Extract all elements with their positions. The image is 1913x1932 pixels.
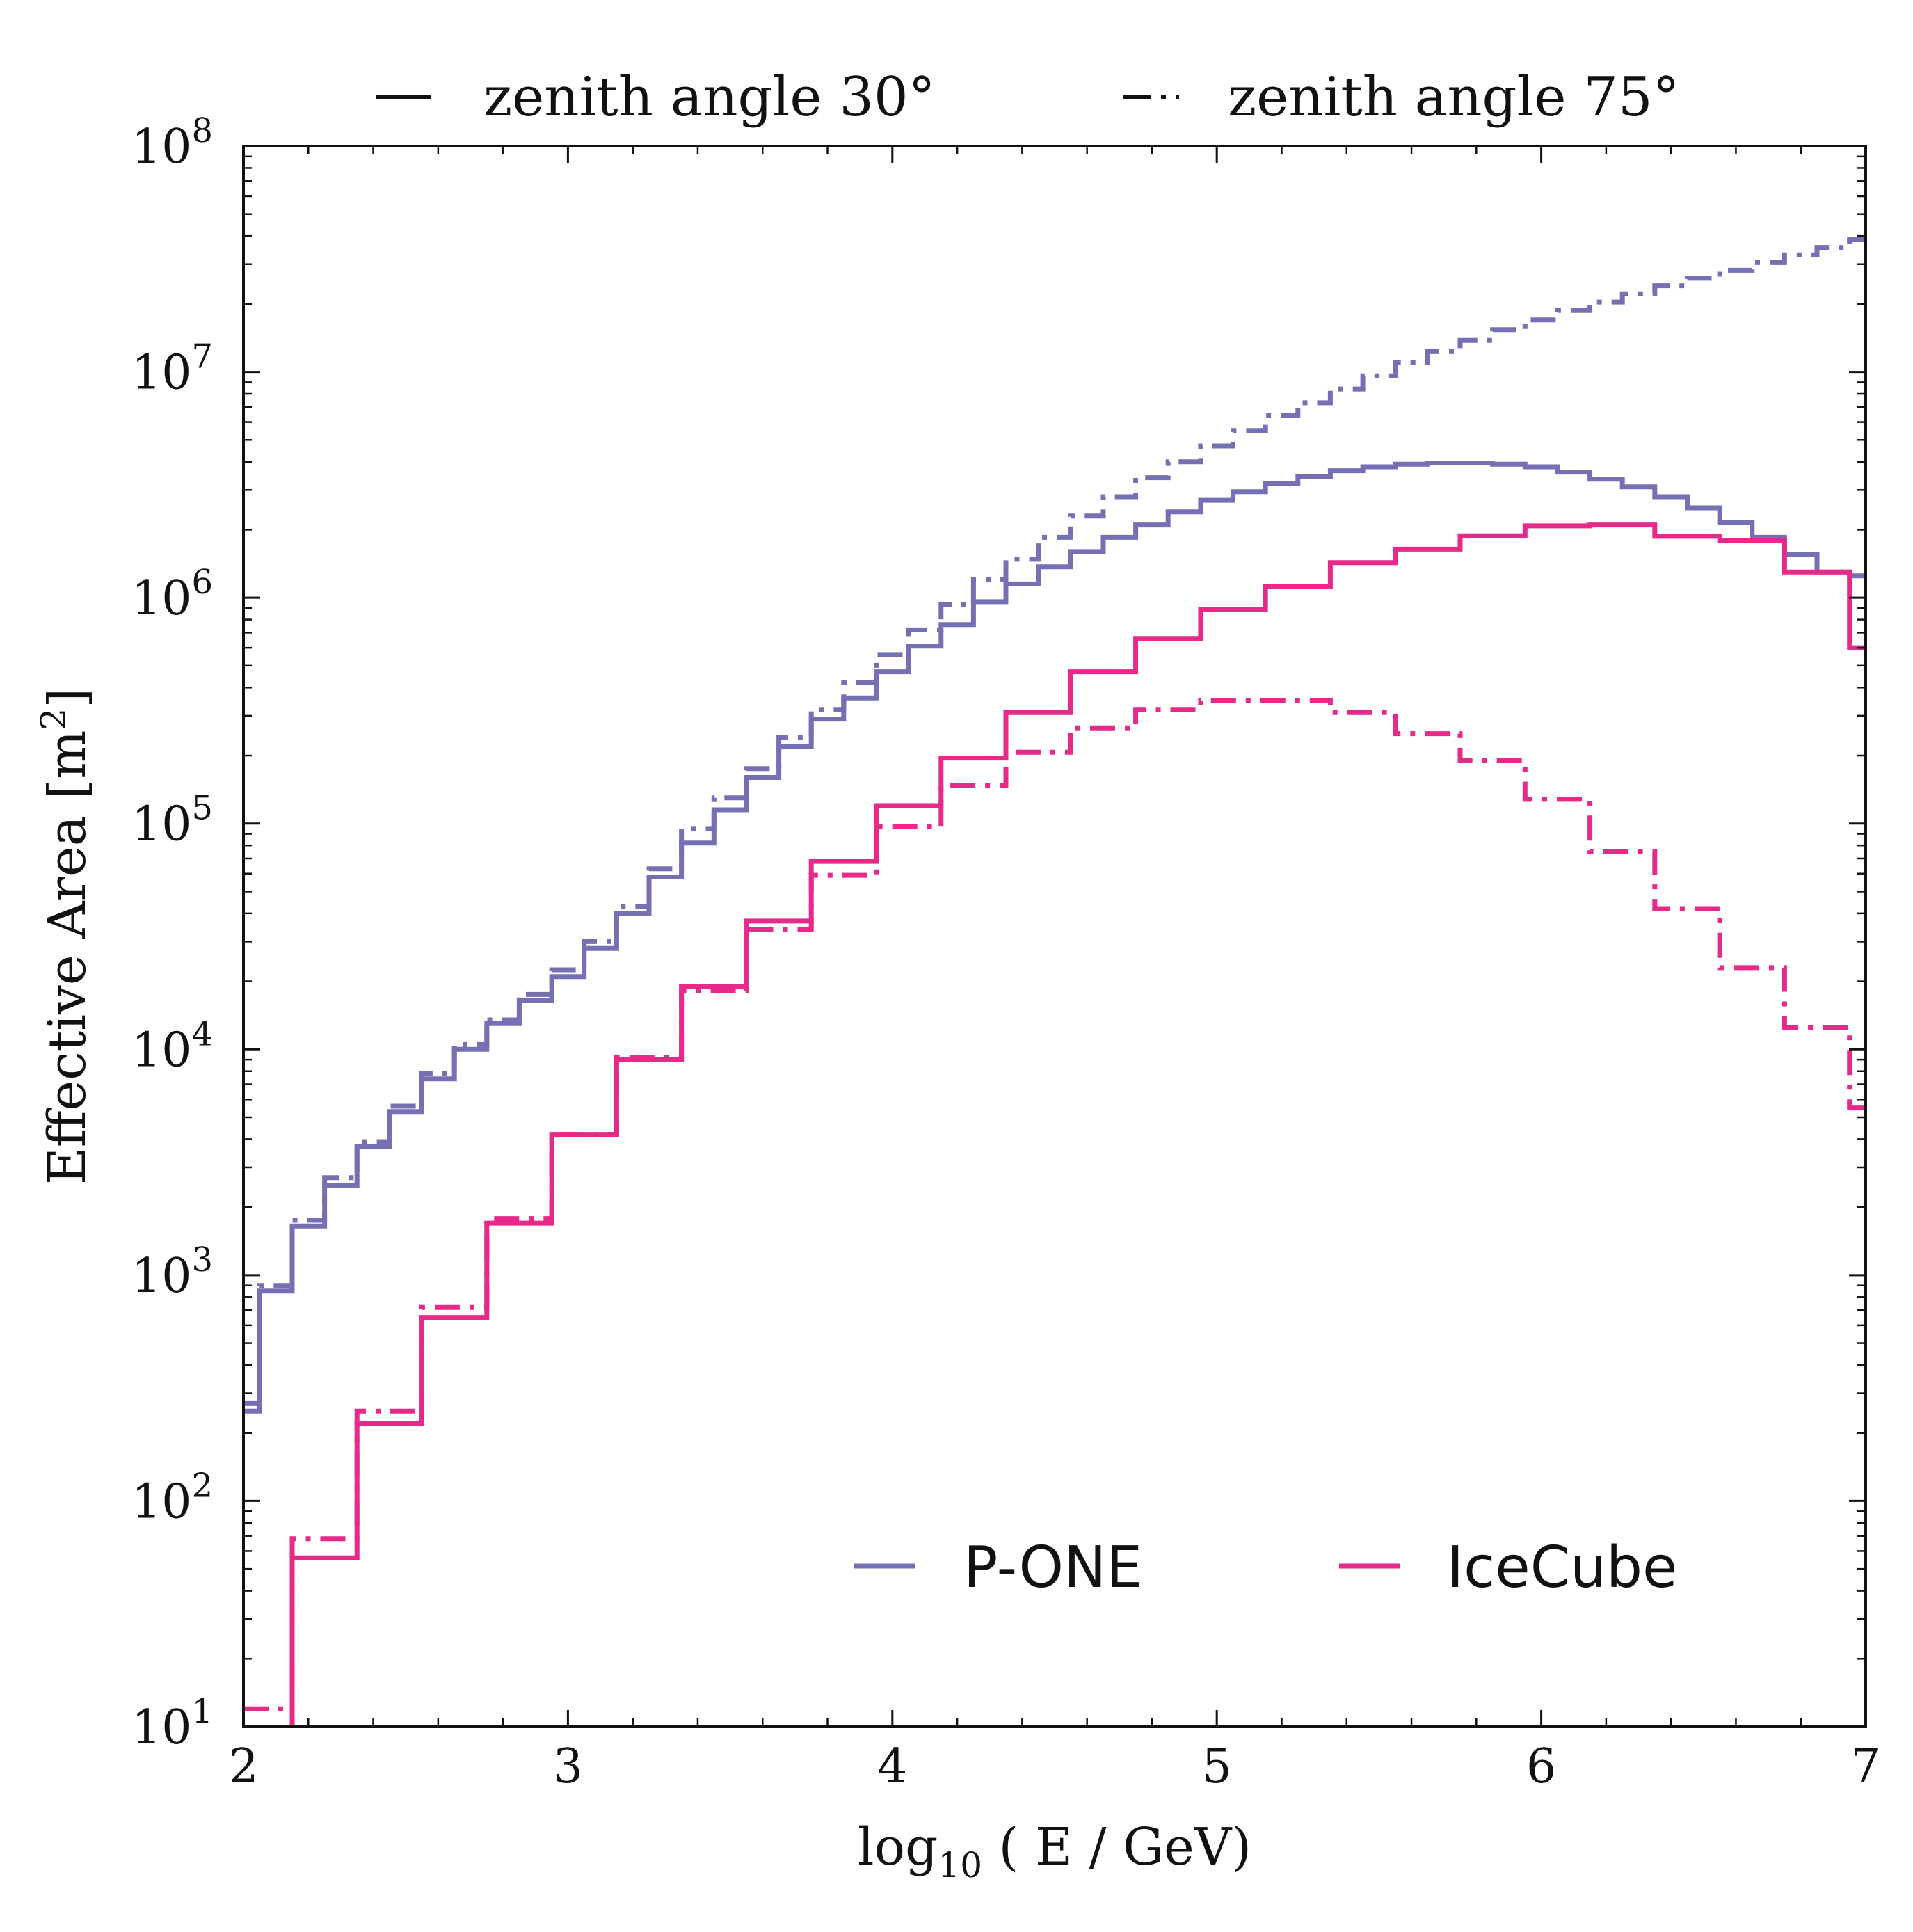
- y-axis-title-end: ]: [38, 688, 97, 708]
- linestyle-legend-label: zenith angle 30°: [483, 66, 936, 129]
- series-line-p-one-zenith-30: [243, 461, 1866, 1414]
- y-tick-label: 102: [131, 1466, 213, 1529]
- x-axis-title-rest: ( E / GeV): [982, 1817, 1251, 1877]
- y-tick-label-base: 10: [131, 1023, 192, 1078]
- y-tick-label: 104: [131, 1014, 213, 1078]
- y-tick-label-base: 10: [131, 797, 192, 852]
- y-tick-label: 101: [131, 1692, 213, 1755]
- y-tick-label-base: 10: [131, 1249, 192, 1304]
- x-axis-title: log10 ( E / GeV): [858, 1817, 1251, 1885]
- linestyle-legend-label: zenith angle 75°: [1228, 66, 1680, 129]
- y-tick-label-exponent: 2: [191, 1466, 213, 1505]
- y-tick-label-exponent: 1: [191, 1692, 213, 1731]
- y-tick-label-base: 10: [131, 346, 192, 401]
- y-tick-label: 105: [131, 789, 213, 852]
- x-tick-label: 7: [1850, 1739, 1880, 1794]
- x-tick-label: 6: [1526, 1739, 1556, 1794]
- y-tick-label: 107: [131, 337, 213, 401]
- y-axis-title-main: Effective Area [m: [38, 731, 97, 1185]
- y-tick-label: 106: [131, 563, 213, 626]
- y-tick-label-exponent: 5: [191, 789, 213, 828]
- plot-frame: [242, 145, 1867, 1728]
- series-line-icecube-zenith-30: [289, 522, 1866, 1727]
- y-tick-label-exponent: 4: [191, 1014, 213, 1053]
- series-layer: [243, 237, 1866, 1727]
- series-legend: P-ONE IceCube: [854, 1535, 1677, 1601]
- x-axis-title-sub: 10: [938, 1845, 982, 1885]
- linestyle-legend: zenith angle 30° zenith angle 75°: [376, 66, 1680, 129]
- y-tick-label-exponent: 3: [191, 1240, 213, 1279]
- x-axis-title-main: log: [858, 1817, 938, 1877]
- y-tick-label: 103: [131, 1240, 213, 1304]
- x-tick-label: 4: [877, 1739, 907, 1794]
- series-line-icecube-zenith-75: [243, 698, 1866, 1711]
- y-tick-label-base: 10: [131, 120, 192, 175]
- x-tick-label: 3: [553, 1739, 583, 1794]
- y-tick-label-base: 10: [131, 1474, 192, 1529]
- x-tick-label: 2: [228, 1739, 258, 1794]
- y-tick-label: 108: [131, 111, 213, 175]
- y-axis-title-sup: 2: [33, 708, 74, 731]
- x-tick-label: 5: [1202, 1739, 1232, 1794]
- series-line-p-one-zenith-75: [243, 237, 1866, 1406]
- y-tick-label-exponent: 7: [191, 337, 213, 376]
- y-tick-label-base: 10: [131, 1700, 192, 1755]
- series-legend-label: P-ONE: [963, 1535, 1142, 1601]
- y-tick-label-base: 10: [131, 571, 192, 626]
- y-tick-label-exponent: 6: [191, 563, 213, 602]
- y-axis-title: Effective Area [m2]: [33, 688, 97, 1185]
- y-tick-label-exponent: 8: [191, 111, 213, 150]
- series-legend-label: IceCube: [1447, 1535, 1677, 1601]
